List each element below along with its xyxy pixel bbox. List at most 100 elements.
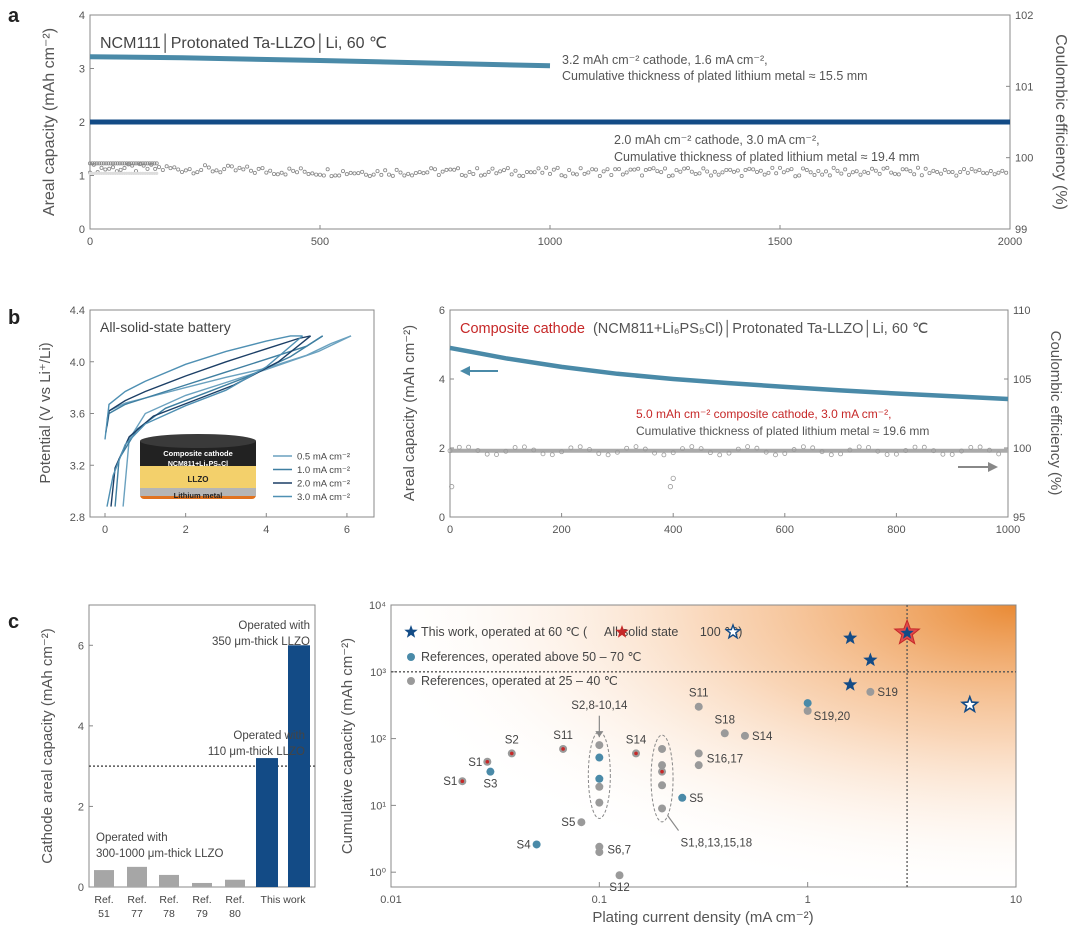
ce-point bbox=[613, 167, 618, 172]
ce-point bbox=[594, 167, 599, 172]
panel-c-right-x-tick-label: 10 bbox=[1010, 894, 1022, 906]
panel-b-right-ylabel-right: Coulombic efficiency (%) bbox=[1047, 331, 1064, 496]
ce-point bbox=[962, 167, 967, 172]
ce-point bbox=[549, 452, 555, 458]
reference-point bbox=[658, 804, 667, 813]
ce-point bbox=[582, 171, 587, 176]
ce-point bbox=[996, 170, 1001, 175]
ce-point-early bbox=[152, 171, 156, 175]
ce-point bbox=[701, 166, 706, 171]
point-label: S11 bbox=[553, 730, 573, 742]
capacity-line bbox=[449, 345, 1009, 402]
ce-point-early bbox=[99, 161, 104, 166]
ce-point bbox=[762, 172, 767, 177]
ce-point-early bbox=[88, 171, 92, 175]
ce-point bbox=[195, 170, 200, 175]
ce-point-early bbox=[133, 161, 138, 166]
panel-b-right-x-tick-label: 0 bbox=[447, 524, 453, 536]
reference-point-red-center bbox=[485, 759, 490, 764]
ce-point bbox=[225, 163, 230, 168]
ce-point bbox=[732, 169, 737, 174]
ce-point bbox=[636, 166, 641, 171]
ce-point bbox=[708, 450, 713, 456]
ce-point-early bbox=[152, 161, 157, 166]
panel-b-right-annotation-line-1: 5.0 mAh cm⁻² composite cathode, 3.0 mA c… bbox=[636, 407, 891, 421]
ce-point-early bbox=[127, 171, 131, 175]
ce-point bbox=[674, 168, 679, 173]
ce-point bbox=[659, 170, 664, 175]
ce-point bbox=[866, 171, 871, 176]
ce-point-early bbox=[122, 161, 127, 166]
ce-point bbox=[881, 166, 886, 171]
ce-point-early bbox=[106, 161, 111, 166]
ce-point-early bbox=[118, 171, 122, 175]
capacity-line-1 bbox=[89, 54, 551, 69]
bar-2 bbox=[127, 866, 147, 887]
ce-point bbox=[828, 452, 834, 458]
ce-point bbox=[522, 444, 527, 450]
reference-point bbox=[615, 871, 624, 880]
panel-a-yleft-tick-label: 1 bbox=[79, 171, 85, 183]
ce-point bbox=[889, 170, 894, 175]
charge-curve-3 bbox=[105, 335, 311, 434]
ce-point bbox=[781, 170, 786, 175]
panel-c-right-x-tick-label: 0.1 bbox=[592, 894, 607, 906]
ce-point bbox=[321, 173, 326, 178]
ce-point bbox=[728, 167, 733, 172]
ce-point bbox=[501, 168, 506, 173]
panel-a-yleft-tick-label: 4 bbox=[79, 10, 85, 22]
panel-a-x-tick-label: 500 bbox=[311, 236, 329, 248]
panel-b-right-x-tick-label: 1000 bbox=[996, 524, 1020, 536]
legend-label-4: 3.0 mA cm⁻² bbox=[297, 492, 350, 503]
panel-a-yright-tick-label: 102 bbox=[1015, 10, 1033, 22]
legend-label-2: 1.0 mA cm⁻² bbox=[297, 465, 350, 476]
reference-point bbox=[595, 848, 604, 857]
panel-c-right-legend: This work, operated at 60 ℃ ( All-solid … bbox=[404, 622, 742, 688]
reference-point bbox=[595, 774, 604, 783]
ce-point-early bbox=[150, 171, 154, 175]
ce-point bbox=[791, 447, 797, 452]
ce-point bbox=[866, 445, 871, 450]
group-oval-1 bbox=[587, 731, 611, 819]
panel-b-right-yleft-tick-label: 0 bbox=[439, 512, 445, 524]
legend-all-solid-state: All-solid state bbox=[604, 625, 678, 639]
ce-point bbox=[624, 445, 630, 451]
panel-a-axes: 0 500 1000 1500 2000 0 1 2 3 4 99 100 101 102 bbox=[79, 10, 1033, 248]
ce-point-early bbox=[155, 171, 159, 175]
reference-point-red-center bbox=[660, 769, 664, 774]
ce-point bbox=[448, 167, 453, 172]
ce-point-early bbox=[94, 161, 99, 166]
ce-point bbox=[283, 172, 288, 177]
panel-a-annotation-2-line-2: Cumulative thickness of plated lithium m… bbox=[614, 150, 920, 164]
ce-point bbox=[959, 448, 964, 454]
reference-point-red-center bbox=[460, 779, 465, 784]
legend-label-3: 2.0 mA cm⁻² bbox=[297, 479, 350, 490]
reference-point bbox=[595, 741, 604, 750]
ce-point bbox=[903, 448, 909, 453]
panel-a-ylabel-left: Areal capacity (mAh cm⁻²) bbox=[41, 28, 58, 216]
ce-point bbox=[218, 170, 223, 175]
ce-point bbox=[988, 169, 993, 174]
panel-a-yleft-tick-label: 3 bbox=[79, 64, 85, 76]
ce-point-early bbox=[113, 171, 117, 175]
ce-point-early bbox=[134, 171, 138, 175]
point-label: S5 bbox=[689, 793, 703, 805]
ce-point bbox=[210, 169, 215, 174]
ce-point bbox=[153, 166, 158, 171]
bar-label-1: 51 bbox=[98, 908, 110, 920]
ce-point bbox=[931, 168, 936, 173]
ce-point bbox=[548, 171, 553, 176]
ce-point bbox=[555, 165, 560, 170]
ce-point bbox=[709, 173, 714, 178]
point-label: S19 bbox=[877, 687, 897, 699]
ce-point-early bbox=[131, 161, 136, 166]
ce-point bbox=[352, 171, 357, 176]
ce-point bbox=[835, 168, 840, 173]
panel-a-x-tick-label: 0 bbox=[87, 236, 93, 248]
ce-point bbox=[927, 171, 932, 176]
panel-c-left-annotation-low-line-2: 300-1000 μm-thick LLZO bbox=[96, 848, 223, 860]
ce-point bbox=[597, 174, 602, 179]
ce-point bbox=[340, 169, 345, 174]
bar-label-2: Ref. bbox=[127, 894, 146, 906]
ce-point bbox=[337, 173, 342, 178]
